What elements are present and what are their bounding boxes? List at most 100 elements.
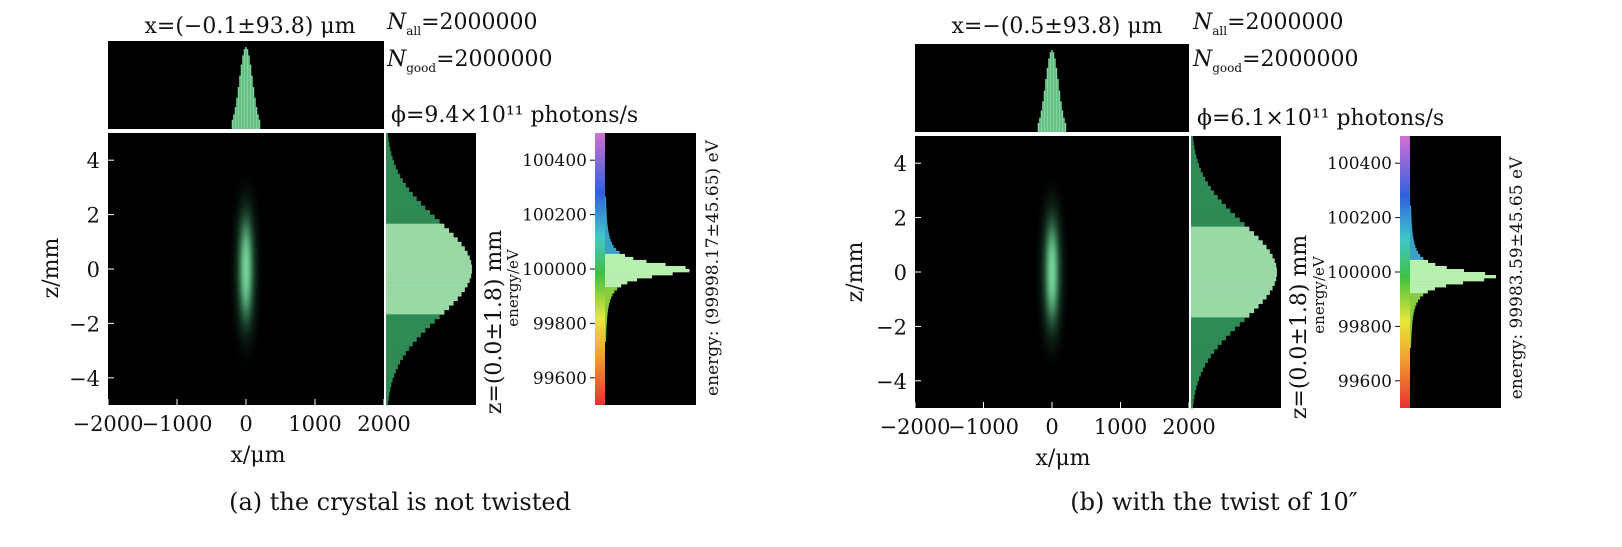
z-hist-bar bbox=[386, 259, 472, 265]
x-hist-bar bbox=[237, 87, 240, 129]
flux-label: ϕ=6.1×10¹¹ photons/s bbox=[1197, 106, 1444, 131]
z-hist-bar bbox=[386, 241, 462, 247]
energy-hist-bar bbox=[605, 302, 610, 306]
z-hist-bar bbox=[386, 355, 403, 360]
energy-hist-bar bbox=[605, 293, 613, 297]
z-tick-label: 2 bbox=[894, 207, 907, 231]
z-hist-bar bbox=[386, 164, 396, 170]
z-hist-bar bbox=[386, 300, 454, 306]
energy-hist-bar bbox=[605, 220, 608, 224]
panel-a: x=(−0.1±93.8) μm Nall=2000000 Ngood=2000… bbox=[39, 10, 723, 516]
energy-hist-bar bbox=[605, 296, 612, 300]
z-hist-bar bbox=[386, 146, 391, 152]
z-hist-bar bbox=[1191, 222, 1245, 227]
z-hist-bar bbox=[386, 382, 392, 388]
x-hist-bar bbox=[257, 114, 259, 129]
energy-hist-bar bbox=[1410, 284, 1447, 288]
z-hist-bar bbox=[386, 309, 445, 315]
energy-hist-bar bbox=[1410, 314, 1414, 318]
z-hist-bar bbox=[386, 255, 470, 261]
energy-hist-bar bbox=[1410, 293, 1424, 297]
z-hist-bar bbox=[386, 133, 389, 138]
z-hist-bar bbox=[386, 196, 417, 202]
energy-hist-bar bbox=[1410, 223, 1412, 227]
energy-axis-label: energy/eV bbox=[1310, 255, 1328, 334]
energy-title: energy: (99998.17±45.65) eV bbox=[703, 139, 723, 396]
z-hist-bar bbox=[1191, 208, 1231, 214]
energy-hist-bar bbox=[1410, 329, 1412, 333]
z-hist-bar bbox=[1191, 385, 1197, 391]
z-hist-bar bbox=[1191, 349, 1215, 354]
z-hist-bar bbox=[1191, 249, 1270, 255]
energy-hist-bar bbox=[605, 335, 607, 339]
z-hist-bar bbox=[386, 237, 458, 243]
z-hist-bar bbox=[1191, 353, 1211, 359]
energy-hist-bar bbox=[1410, 265, 1447, 270]
energy-hist-bar bbox=[605, 253, 625, 258]
energy-hist-bar bbox=[1410, 232, 1413, 237]
energy-hist-bar bbox=[605, 320, 607, 324]
n-all-label: Nall=2000000 bbox=[386, 10, 538, 38]
x-hist-bar bbox=[245, 47, 247, 129]
z-hist-bar bbox=[1191, 181, 1208, 187]
energy-tick-label: 99600 bbox=[1338, 372, 1392, 392]
z-hist-bar bbox=[1191, 403, 1194, 409]
z-hist-bar bbox=[386, 205, 426, 211]
z-hist-bar bbox=[386, 386, 391, 392]
z-tick-label: −4 bbox=[69, 367, 100, 391]
energy-hist-bar bbox=[1410, 247, 1417, 252]
z-tick-label: 4 bbox=[894, 152, 907, 176]
z-hist-bar bbox=[1191, 149, 1196, 155]
x-hist-bar bbox=[249, 64, 252, 129]
energy-hist-bar bbox=[1410, 302, 1417, 306]
energy-hist-bar bbox=[1410, 308, 1415, 312]
z-hist-bar bbox=[386, 173, 401, 179]
z-tick-label: 0 bbox=[87, 258, 100, 282]
energy-hist-bar bbox=[605, 314, 608, 318]
z-hist-bar bbox=[1191, 294, 1267, 300]
energy-tick-label: 99800 bbox=[533, 314, 587, 334]
energy-hist-bar bbox=[1410, 311, 1414, 315]
energy-hist-bar bbox=[605, 272, 673, 276]
energy-hist-bar bbox=[1410, 338, 1412, 342]
z-hist-bar bbox=[386, 250, 468, 256]
x-hist-bar bbox=[1058, 90, 1061, 132]
z-hist-bar bbox=[1191, 317, 1245, 323]
x-hist-bar bbox=[243, 49, 246, 129]
z-tick-label: 4 bbox=[87, 149, 100, 173]
z-hist-bar bbox=[386, 201, 421, 206]
energy-hist-bar bbox=[605, 338, 607, 342]
energy-hist-bar bbox=[1410, 341, 1412, 345]
energy-hist-bar bbox=[605, 269, 690, 273]
x-hist-bar bbox=[1043, 90, 1046, 132]
z-hist-bar bbox=[386, 219, 440, 224]
z-hist-bar bbox=[386, 400, 389, 406]
energy-hist-bar bbox=[605, 317, 608, 321]
z-tick-label: −2 bbox=[69, 312, 100, 336]
energy-hist-bar bbox=[605, 259, 647, 264]
x-title: x=(−0.1±93.8) μm bbox=[145, 14, 356, 39]
z-hist-bar bbox=[1191, 312, 1250, 318]
x-hist-bar bbox=[242, 55, 244, 129]
x-hist-bar bbox=[240, 64, 243, 129]
z-hist-bar bbox=[1191, 330, 1231, 336]
x-hist-bar bbox=[1052, 52, 1055, 132]
energy-hist-bar bbox=[605, 262, 666, 267]
energy-hist-bar bbox=[1410, 281, 1464, 285]
energy-hist-bar bbox=[1410, 250, 1419, 255]
energy-hist-bar bbox=[1410, 317, 1413, 321]
z-hist-bar bbox=[1191, 240, 1263, 246]
energy-hist-bar bbox=[1410, 244, 1416, 249]
energy-hist-bar bbox=[1410, 220, 1412, 224]
x-histogram bbox=[108, 41, 384, 133]
energy-hist-bar bbox=[605, 290, 615, 294]
energy-hist-bar bbox=[605, 232, 609, 237]
z-hist-bar bbox=[386, 223, 445, 229]
z-hist-bar bbox=[386, 210, 431, 215]
x-hist-bar bbox=[1037, 122, 1040, 132]
z-hist-bar bbox=[386, 269, 472, 274]
z-hist-bar bbox=[1191, 154, 1197, 159]
energy-hist-bar bbox=[605, 308, 609, 312]
z-hist-bar bbox=[1191, 217, 1240, 223]
